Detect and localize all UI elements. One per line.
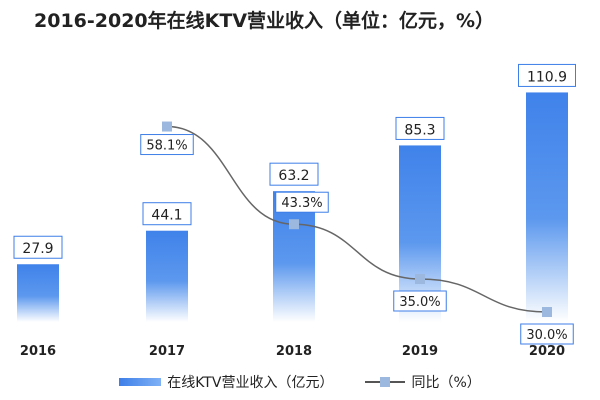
x-tick-2016: 2016 [20, 344, 56, 359]
bar-2017 [146, 230, 188, 322]
legend-item-yoy: 同比（%） [365, 372, 481, 392]
bar-label-box-2016 [13, 235, 63, 259]
yoy-value-label-2019: 35.0% [399, 295, 440, 310]
yoy-marker-2018 [289, 219, 299, 230]
x-tick-2018: 2018 [276, 344, 312, 359]
x-tick-2020: 2020 [529, 344, 565, 359]
yoy-label-box-2017 [140, 134, 194, 156]
yoy-value-label-2018: 43.3% [281, 196, 322, 211]
bar-2020 [526, 92, 568, 322]
x-tick-2017: 2017 [149, 344, 185, 359]
bar-label-box-2020 [518, 63, 576, 87]
yoy-marker-2020 [542, 307, 552, 317]
bar-value-label-2019: 85.3 [404, 122, 435, 138]
legend-label-yoy: 同比（%） [411, 375, 481, 391]
yoy-label-box-2020 [520, 323, 574, 345]
bar-2018 [273, 191, 315, 322]
bar-value-label-2020: 110.9 [527, 69, 567, 85]
yoy-value-label-2020: 30.0% [526, 328, 567, 343]
bar-2016 [17, 264, 59, 322]
bar-label-box-2018 [269, 162, 319, 186]
bar-value-label-2017: 44.1 [151, 208, 182, 224]
bar-value-label-2016: 27.9 [22, 241, 53, 257]
bar-label-box-2019 [395, 116, 445, 140]
x-tick-2019: 2019 [402, 344, 438, 359]
yoy-value-label-2017: 58.1% [146, 139, 187, 154]
legend-line-swatch [365, 376, 406, 388]
legend-item-revenue: 在线KTV营业收入（亿元） [119, 372, 333, 392]
yoy-label-box-2019 [393, 290, 447, 312]
legend-label-revenue: 在线KTV营业收入（亿元） [167, 375, 334, 391]
legend-bar-swatch [119, 378, 162, 386]
yoy-marker-2019 [415, 274, 425, 284]
bar-label-box-2017 [142, 202, 192, 226]
chart-title: 2016-2020年在线KTV营业收入（单位：亿元，%） [34, 10, 495, 32]
yoy-label-box-2018 [275, 191, 329, 213]
legend: 在线KTV营业收入（亿元） 同比（%） [0, 371, 600, 393]
yoy-line [166, 125, 548, 313]
yoy-marker-2017 [162, 121, 172, 132]
bar-value-label-2018: 63.2 [278, 168, 309, 184]
